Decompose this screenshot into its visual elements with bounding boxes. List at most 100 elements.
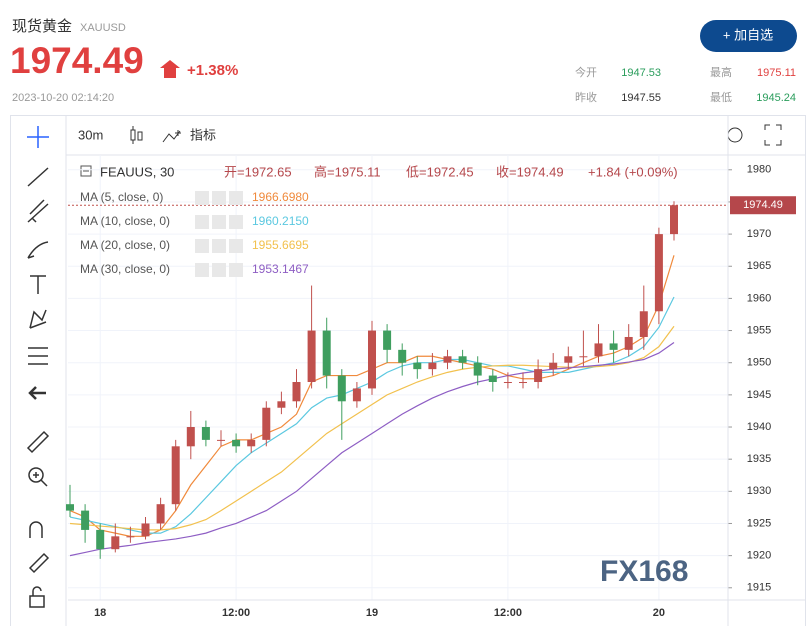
title: 现货黄金 bbox=[12, 18, 72, 35]
candle-body bbox=[428, 362, 437, 370]
legend-change: +1.84 (+0.09%) bbox=[588, 164, 678, 179]
settings-icon[interactable] bbox=[727, 127, 743, 143]
symbol: XAUUSD bbox=[80, 22, 126, 34]
candle-body bbox=[519, 382, 527, 384]
fullscreen-icon[interactable] bbox=[764, 124, 782, 146]
candle-body bbox=[549, 362, 558, 370]
candle-body bbox=[579, 356, 588, 358]
candle-body bbox=[337, 375, 346, 402]
ma-control[interactable] bbox=[195, 263, 209, 277]
candle-body bbox=[186, 427, 195, 447]
y-tick-label: 1915 bbox=[747, 582, 771, 594]
ma-control[interactable] bbox=[229, 191, 243, 205]
candle-body bbox=[111, 536, 120, 550]
ma-control[interactable] bbox=[229, 239, 243, 253]
ma-control[interactable] bbox=[195, 215, 209, 229]
collapse-icon[interactable] bbox=[80, 165, 92, 177]
candle-body bbox=[443, 356, 452, 363]
candle-body bbox=[171, 446, 180, 505]
price-label-bg bbox=[730, 196, 796, 215]
candle-body bbox=[654, 234, 663, 312]
ma-name: MA (10, close, 0) bbox=[80, 214, 170, 228]
chart-legend: FEAUUS, 30 开=1972.65 高=1975.11 低=1972.45… bbox=[100, 164, 678, 179]
up-arrow bbox=[160, 60, 180, 78]
ma-name: MA (20, close, 0) bbox=[80, 238, 170, 252]
indicators[interactable]: 指标 bbox=[190, 127, 216, 142]
candle-body bbox=[66, 504, 74, 511]
ma-value: 1955.6695 bbox=[252, 238, 309, 252]
candle-body bbox=[126, 536, 135, 538]
candle-body bbox=[307, 330, 316, 383]
stat-label: 昨收 bbox=[575, 90, 597, 104]
candle-body bbox=[413, 362, 422, 370]
ma-control[interactable] bbox=[195, 239, 209, 253]
candle-body bbox=[368, 330, 376, 389]
candle-body bbox=[594, 343, 603, 357]
ma-control[interactable] bbox=[229, 263, 243, 277]
price: 1974.49 bbox=[10, 40, 144, 81]
ma-control[interactable] bbox=[229, 215, 243, 229]
candle-body bbox=[217, 439, 225, 441]
ma-name: MA (5, close, 0) bbox=[80, 190, 163, 204]
stat-label: 最低 bbox=[710, 91, 732, 104]
button-label[interactable]: + 加自选 bbox=[723, 27, 773, 42]
ma-control[interactable] bbox=[195, 191, 209, 205]
ma-line bbox=[69, 341, 675, 557]
legend-close: 收=1974.49 bbox=[496, 164, 564, 179]
candle-body bbox=[534, 369, 543, 383]
y-tick-label: 1955 bbox=[747, 324, 771, 336]
add-watchlist-button[interactable] bbox=[700, 20, 797, 52]
candle-body bbox=[352, 388, 361, 402]
x-tick-label: 12:00 bbox=[222, 607, 250, 619]
legend-low: 低=1972.45 bbox=[406, 164, 474, 179]
y-tick-label: 1960 bbox=[747, 292, 771, 304]
y-tick-label: 1945 bbox=[747, 389, 771, 401]
ma-control[interactable] bbox=[212, 263, 226, 277]
plot bbox=[66, 155, 728, 600]
candle-body bbox=[232, 439, 241, 447]
candle-body bbox=[156, 504, 165, 524]
ma-value: 1960.2150 bbox=[252, 214, 309, 228]
candle-body bbox=[262, 407, 271, 440]
candle-body bbox=[201, 427, 210, 440]
ma-control[interactable] bbox=[212, 215, 226, 229]
y-tick-label: 1970 bbox=[747, 228, 771, 240]
stat-value: 1947.55 bbox=[621, 92, 661, 104]
drawing-tools[interactable] bbox=[26, 126, 50, 608]
candle-body bbox=[564, 356, 573, 363]
interval[interactable]: 30m bbox=[78, 127, 103, 142]
candle-body bbox=[488, 375, 497, 383]
stat-label: 今开 bbox=[575, 65, 597, 79]
price-label: 1974.49 bbox=[743, 199, 783, 211]
ma-control[interactable] bbox=[212, 239, 226, 253]
candle-body bbox=[458, 356, 467, 363]
stat-value: 1975.11 bbox=[757, 67, 796, 79]
ma-control[interactable] bbox=[212, 191, 226, 205]
candle-body bbox=[292, 382, 301, 402]
x-tick-label: 19 bbox=[366, 607, 378, 619]
candle-body bbox=[503, 382, 512, 384]
y-tick-label: 1980 bbox=[747, 164, 771, 176]
stat-label: 最高 bbox=[710, 65, 732, 79]
y-tick-label: 1935 bbox=[747, 453, 771, 465]
x-tick-label: 20 bbox=[653, 607, 665, 619]
candle-body bbox=[639, 311, 648, 337]
y-tick-label: 1920 bbox=[747, 550, 771, 562]
timestamp: 2023-10-20 02:14:20 bbox=[12, 92, 114, 104]
x-tick-label: 18 bbox=[94, 607, 106, 619]
change: +1.38% bbox=[187, 62, 238, 79]
candle-body bbox=[624, 336, 633, 350]
indicator-icon[interactable] bbox=[162, 130, 181, 143]
stat-value: 1945.24 bbox=[756, 92, 796, 104]
chart-type-icon[interactable] bbox=[130, 126, 143, 144]
candle-body bbox=[670, 205, 678, 235]
candle-body bbox=[141, 523, 150, 537]
ma-value: 1966.6980 bbox=[252, 190, 309, 204]
x-tick-label: 12:00 bbox=[494, 607, 522, 619]
watermark: FX168 bbox=[600, 555, 688, 588]
legend-symbol: FEAUUS, 30 bbox=[100, 164, 174, 179]
y-tick-label: 1950 bbox=[747, 357, 771, 369]
candle-body bbox=[81, 510, 90, 530]
